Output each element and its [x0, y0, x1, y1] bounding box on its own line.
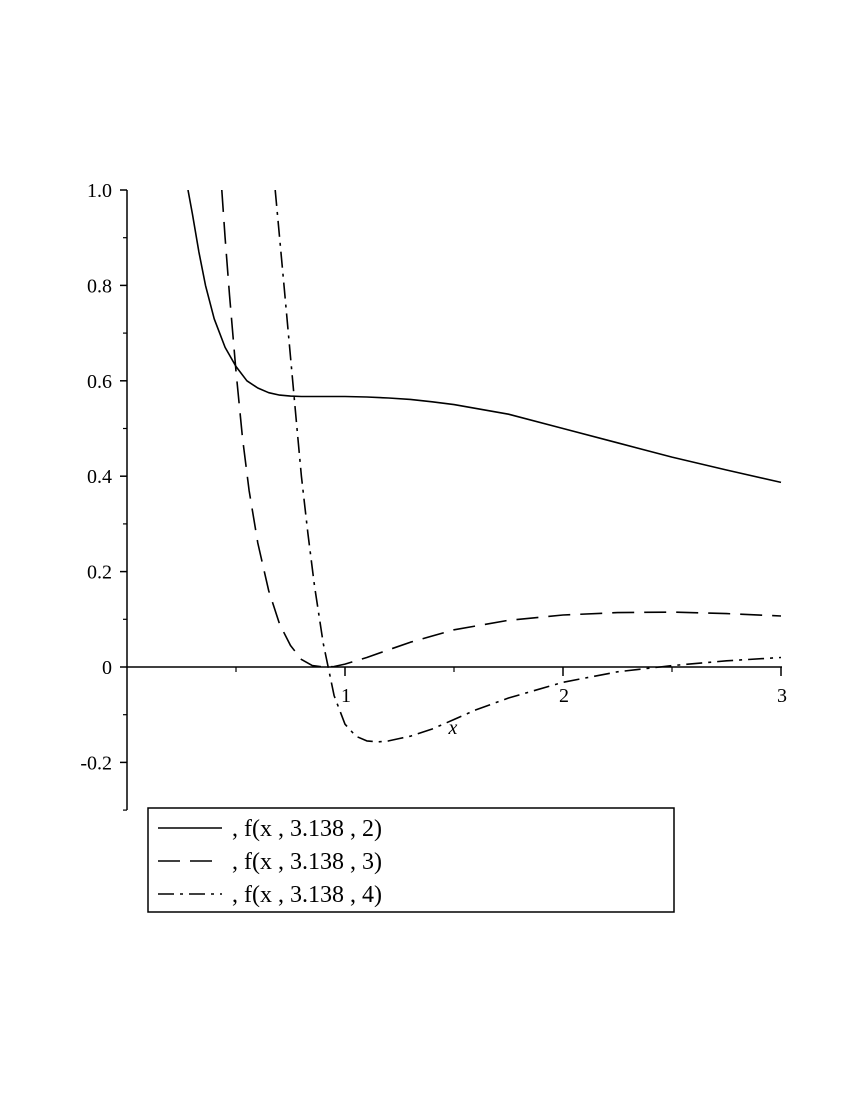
legend-label-3: , f(x , 3.138 , 4) — [232, 882, 382, 908]
y-tick-label: 0.8 — [87, 275, 112, 297]
x-axis: 1 2 3 — [127, 666, 787, 707]
x-ticks: 1 2 3 — [235, 667, 787, 707]
y-tick-label: 0.4 — [87, 466, 112, 488]
y-ticks: 1.0 0.8 0.6 0.4 0.2 0 -0.2 — [80, 180, 127, 811]
series-line-1 — [187, 190, 782, 484]
y-tick-label: -0.2 — [80, 752, 112, 774]
y-tick-label: 1.0 — [87, 180, 112, 202]
y-axis: 1.0 0.8 0.6 0.4 0.2 0 -0.2 — [80, 180, 128, 811]
x-tick-label: 3 — [777, 685, 787, 707]
y-tick-label: 0.2 — [87, 562, 112, 584]
series-line-3 — [274, 190, 782, 743]
legend-label-2: , f(x , 3.138 , 3) — [232, 849, 382, 875]
x-axis-label: x — [448, 717, 458, 739]
legend-label-1: , f(x , 3.138 , 2) — [232, 816, 382, 842]
y-tick-label: 0.6 — [87, 371, 112, 393]
y-tick-label: 0 — [102, 657, 112, 679]
x-tick-label: 2 — [559, 685, 569, 707]
x-tick-label: 1 — [341, 685, 351, 707]
legend-box — [147, 807, 675, 913]
series-layer — [187, 190, 782, 743]
legend: , f(x , 3.138 , 2) , f(x , 3.138 , 3) , f(… — [147, 807, 675, 913]
series-line-2 — [221, 190, 782, 668]
